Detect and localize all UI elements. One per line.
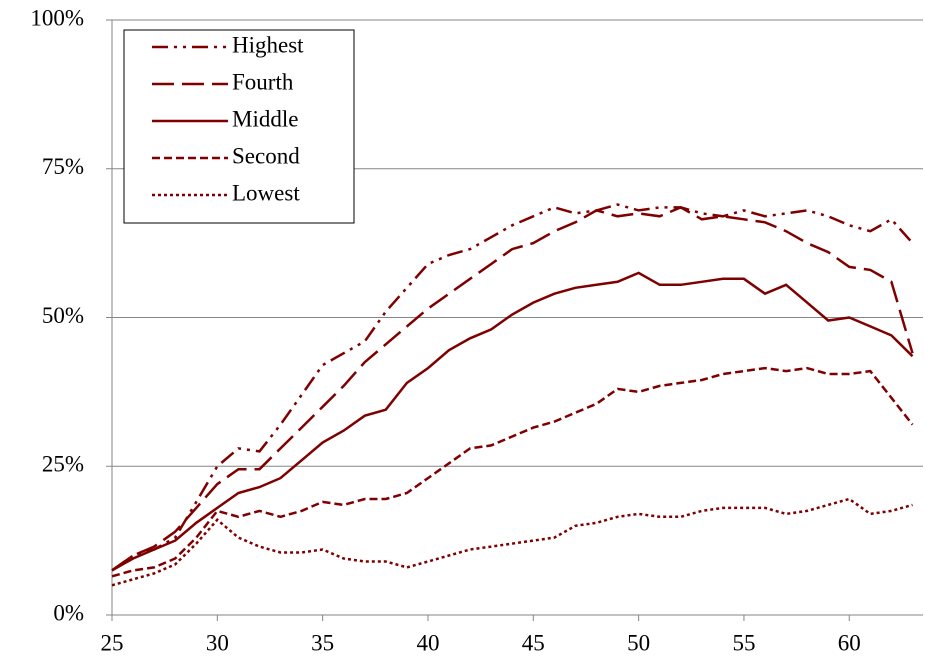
x-tick-label: 30 <box>206 630 229 655</box>
y-tick-label: 0% <box>53 600 84 625</box>
x-tick-label: 35 <box>311 630 334 655</box>
y-tick-label: 50% <box>42 303 84 328</box>
series-line <box>111 203 914 572</box>
x-tick-label: 40 <box>416 630 439 655</box>
series-line <box>111 206 914 572</box>
series-line <box>111 271 914 572</box>
series-line <box>111 497 913 587</box>
x-tick-label: 45 <box>522 630 545 655</box>
legend-label: Highest <box>232 32 304 57</box>
y-tick-label: 25% <box>42 452 84 477</box>
x-tick-label: 55 <box>732 630 755 655</box>
legend-label: Fourth <box>232 69 294 94</box>
legend-label: Lowest <box>232 180 300 205</box>
legend-box <box>123 29 355 224</box>
x-tick-label: 50 <box>627 630 650 655</box>
x-tick-label: 60 <box>838 630 861 655</box>
legend-label: Middle <box>232 106 298 131</box>
x-tick-label: 25 <box>101 630 124 655</box>
y-tick-label: 75% <box>42 154 84 179</box>
y-tick-label: 100% <box>30 5 84 30</box>
series-line <box>111 366 914 578</box>
legend-label: Second <box>232 143 300 168</box>
